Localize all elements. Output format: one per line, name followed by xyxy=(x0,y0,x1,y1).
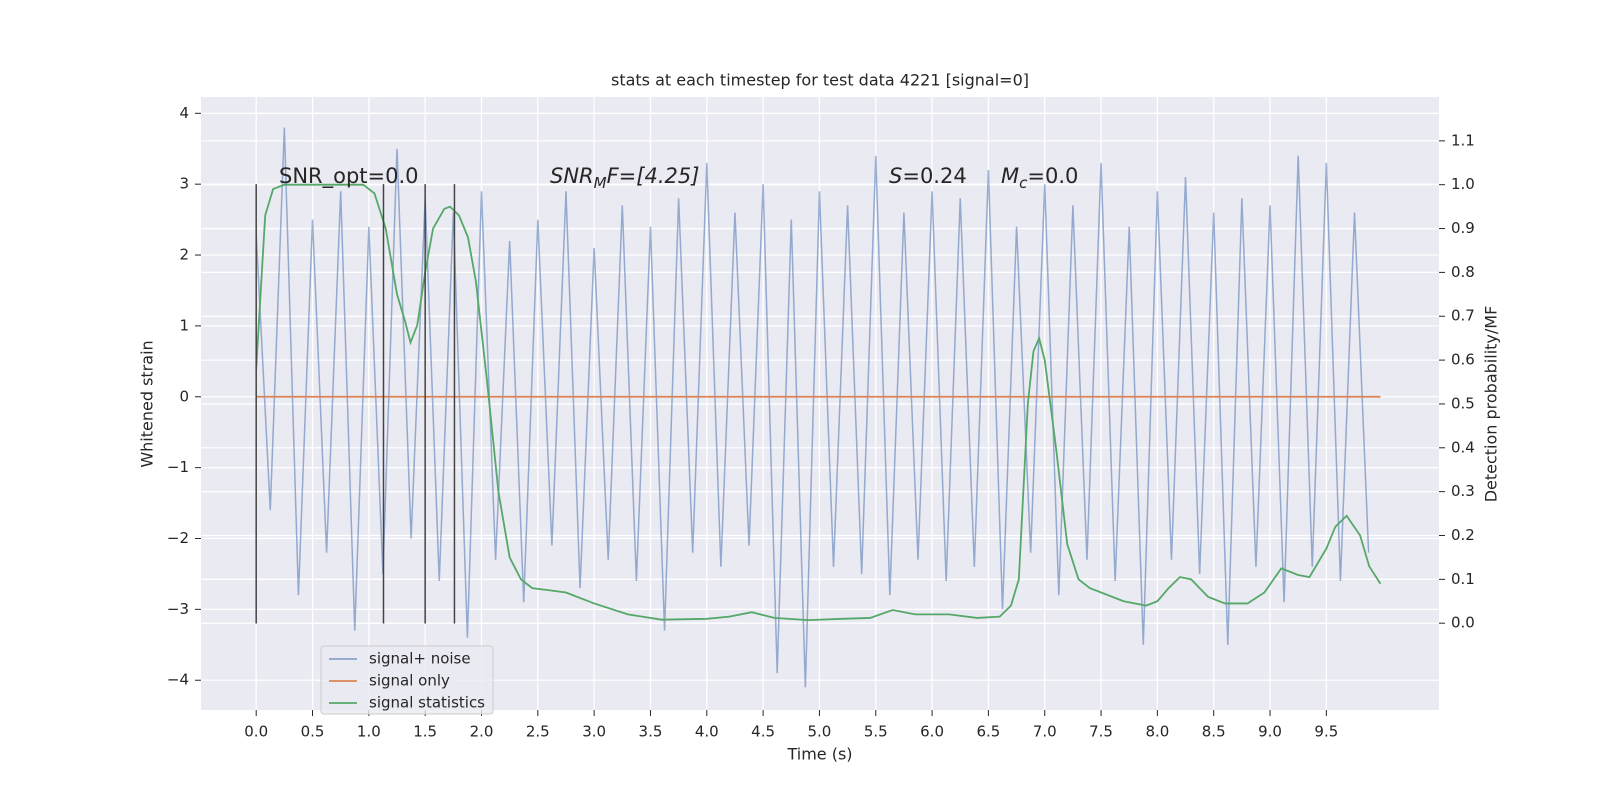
legend-label: signal+ noise xyxy=(369,650,471,668)
annotation-rest: =0.0 xyxy=(1027,164,1078,188)
annotation-main: SNR xyxy=(550,164,594,188)
annotation: SNRMF=[4.25] xyxy=(550,164,699,192)
y2-tick-label: 0.0 xyxy=(1451,614,1475,632)
x-tick-label: 6.0 xyxy=(920,723,944,741)
annotation-main: SNR_opt=0.0 xyxy=(279,164,419,189)
x-tick-label: 9.0 xyxy=(1258,723,1282,741)
annotation-rest: F=[4.25] xyxy=(607,164,700,188)
y-tick-label: 1 xyxy=(179,316,189,334)
annotation-rest: =0.24 xyxy=(902,164,966,188)
annotation: SNR_opt=0.0 xyxy=(279,164,419,189)
y2-tick-label: 0.9 xyxy=(1451,219,1475,237)
legend-label: signal statistics xyxy=(369,694,485,712)
y2-tick-label: 1.1 xyxy=(1451,131,1475,149)
chart-title: stats at each timestep for test data 422… xyxy=(611,71,1029,90)
y-axis-label: Whitened strain xyxy=(138,340,157,467)
annotation: Mc=0.0 xyxy=(1001,164,1078,192)
y-tick-label: −3 xyxy=(167,600,189,618)
annotation: S=0.24 xyxy=(889,164,967,188)
data-layer xyxy=(255,127,1382,688)
annotation-sub: c xyxy=(1019,174,1028,192)
y2-axis-label: Detection probability/MF xyxy=(1482,306,1501,503)
y2-tick-label: 0.8 xyxy=(1451,263,1475,281)
legend-label: signal only xyxy=(369,672,450,690)
y2-tick-label: 0.6 xyxy=(1451,351,1475,369)
y2-tick-label: 0.2 xyxy=(1451,526,1475,544)
annotation-sub: M xyxy=(594,174,607,192)
x-tick-label: 1.0 xyxy=(357,723,381,741)
x-tick-label: 2.0 xyxy=(470,723,494,741)
legend-box xyxy=(320,645,494,715)
y2-tick-label: 0.4 xyxy=(1451,438,1475,456)
y2-tick-label: 0.3 xyxy=(1451,482,1475,500)
y-tick-label: 4 xyxy=(179,104,189,122)
y2-tick-label: 0.1 xyxy=(1451,570,1475,588)
x-tick-label: 8.5 xyxy=(1202,723,1226,741)
x-tick-label: 0.5 xyxy=(301,723,325,741)
x-tick-label: 3.5 xyxy=(639,723,663,741)
series-line xyxy=(255,183,1382,622)
x-tick-label: 9.5 xyxy=(1314,723,1338,741)
x-tick-label: 4.5 xyxy=(751,723,775,741)
x-tick-label: 7.5 xyxy=(1089,723,1113,741)
y-tick-label: −4 xyxy=(167,671,189,689)
x-tick-label: 0.0 xyxy=(244,723,268,741)
x-tick-label: 3.0 xyxy=(582,723,606,741)
x-tick-label: 5.5 xyxy=(864,723,888,741)
series-line xyxy=(255,127,1370,688)
y-tick-label: 3 xyxy=(179,175,189,193)
x-tick-label: 2.5 xyxy=(526,723,550,741)
x-tick-label: 7.0 xyxy=(1033,723,1057,741)
x-axis-label: Time (s) xyxy=(786,745,852,764)
x-tick-label: 1.5 xyxy=(413,723,437,741)
y2-tick-label: 1.0 xyxy=(1451,175,1475,193)
x-tick-label: 8.0 xyxy=(1145,723,1169,741)
y-tick-label: −2 xyxy=(167,529,189,547)
annotation-main: S xyxy=(889,164,902,188)
x-tick-label: 5.0 xyxy=(808,723,832,741)
y2-tick-label: 0.7 xyxy=(1451,307,1475,325)
y2-tick-label: 0.5 xyxy=(1451,394,1475,412)
grid xyxy=(201,97,1439,710)
annotation-main: M xyxy=(1001,164,1019,188)
y-tick-label: 0 xyxy=(179,387,189,405)
x-tick-label: 6.5 xyxy=(976,723,1000,741)
y-tick-label: 2 xyxy=(179,246,189,264)
x-tick-label: 4.0 xyxy=(695,723,719,741)
y-tick-label: −1 xyxy=(167,458,189,476)
